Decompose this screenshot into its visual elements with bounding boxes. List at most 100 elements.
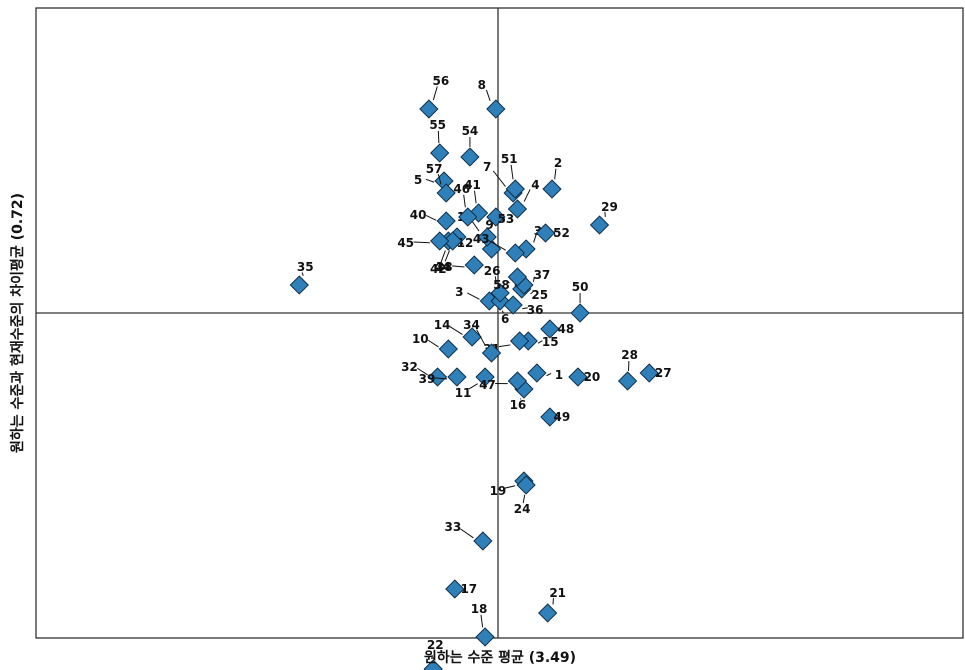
points-layer: 1234567891011121314151617181920212223242… — [289, 74, 672, 670]
data-point — [438, 339, 458, 359]
point-label: 36 — [527, 303, 544, 317]
point-label: 27 — [655, 366, 672, 380]
point-label: 10 — [412, 332, 429, 346]
point-leader-line — [449, 326, 463, 335]
point-leader-line — [522, 307, 528, 310]
plot-area — [35, 7, 964, 639]
point-label: 16 — [510, 398, 527, 412]
point-label: 17 — [460, 582, 477, 596]
point-label: 45 — [397, 236, 414, 250]
point-leader-line — [468, 383, 478, 390]
data-point — [490, 283, 510, 303]
point-leader-line — [452, 265, 465, 268]
data-point — [503, 295, 523, 315]
point-leader-line — [504, 485, 516, 489]
point-label: 5 — [414, 173, 422, 187]
data-point — [473, 531, 493, 551]
data-point — [507, 199, 528, 219]
point-label: 20 — [584, 370, 601, 384]
point-leader-line — [444, 250, 450, 262]
data-point — [419, 99, 439, 119]
point-label: 3 — [455, 285, 463, 299]
data-point — [527, 363, 547, 383]
point-label: 12 — [457, 236, 474, 250]
point-leader-line — [301, 272, 304, 276]
data-point — [436, 211, 456, 231]
point-label: 37 — [534, 268, 551, 282]
data-point — [617, 371, 638, 391]
point-label: 33 — [445, 520, 462, 534]
data-point — [462, 327, 482, 347]
data-point — [639, 363, 659, 383]
point-leader-line — [476, 329, 486, 346]
point-label: 14 — [434, 318, 451, 332]
point-label: 56 — [433, 74, 450, 88]
point-leader-line — [485, 89, 491, 101]
data-point — [430, 143, 450, 163]
data-point — [447, 367, 467, 387]
point-leader-line — [537, 340, 543, 344]
point-leader-line — [533, 234, 537, 243]
data-point — [589, 215, 610, 235]
y-axis-title: 원하는 수준과 현재수준의 차이평균 (0.72) — [9, 193, 26, 453]
point-label: 29 — [601, 200, 618, 214]
point-label: 32 — [401, 360, 418, 374]
point-label: 4 — [531, 178, 539, 192]
point-leader-line — [498, 344, 511, 348]
point-label: 57 — [426, 162, 443, 176]
point-leader-line — [437, 130, 440, 144]
point-leader-line — [460, 528, 474, 539]
point-label: 48 — [557, 322, 574, 336]
point-leader-line — [467, 292, 480, 300]
data-point — [443, 231, 463, 251]
data-point — [289, 275, 309, 295]
point-leader-line — [523, 189, 531, 202]
point-label: 39 — [419, 372, 436, 386]
point-label: 35 — [297, 260, 314, 274]
point-leader-line — [546, 372, 552, 377]
data-point — [505, 243, 525, 263]
data-point — [458, 207, 478, 227]
point-label: 11 — [455, 386, 472, 400]
point-leader-line — [413, 241, 430, 244]
data-point — [436, 183, 456, 203]
point-label: 24 — [514, 502, 531, 516]
point-leader-line — [501, 310, 504, 314]
data-point — [535, 223, 556, 243]
point-leader-line — [437, 174, 442, 185]
point-label: 6 — [501, 312, 509, 326]
point-leader-line — [494, 276, 497, 284]
data-point — [509, 331, 530, 351]
point-leader-line — [471, 220, 480, 232]
data-point — [486, 207, 506, 227]
data-point — [481, 343, 502, 363]
data-point — [430, 231, 450, 251]
point-label: 2 — [554, 156, 562, 170]
data-point — [475, 367, 495, 387]
data-point — [570, 303, 590, 323]
point-label: 18 — [471, 602, 488, 616]
point-leader-line — [530, 291, 534, 295]
point-label: 41 — [464, 178, 481, 192]
point-label: 9 — [485, 218, 493, 232]
point-label: 40 — [410, 208, 427, 222]
point-label: 49 — [553, 410, 570, 424]
data-point — [507, 267, 528, 287]
point-leader-line — [417, 367, 429, 376]
point-leader-line — [532, 276, 535, 282]
point-label: 8 — [478, 78, 486, 92]
point-label: 53 — [497, 212, 514, 226]
point-leader-line — [432, 86, 438, 101]
point-label: 51 — [501, 152, 518, 166]
point-leader-line — [463, 194, 466, 208]
point-label: 58 — [493, 278, 510, 292]
data-point — [427, 367, 448, 387]
point-label: 38 — [436, 260, 453, 274]
point-label: 7 — [483, 160, 491, 174]
point-label: 19 — [490, 484, 507, 498]
point-label: 25 — [531, 288, 548, 302]
data-point — [460, 147, 480, 167]
data-point — [516, 475, 536, 495]
point-leader-line — [434, 377, 448, 380]
